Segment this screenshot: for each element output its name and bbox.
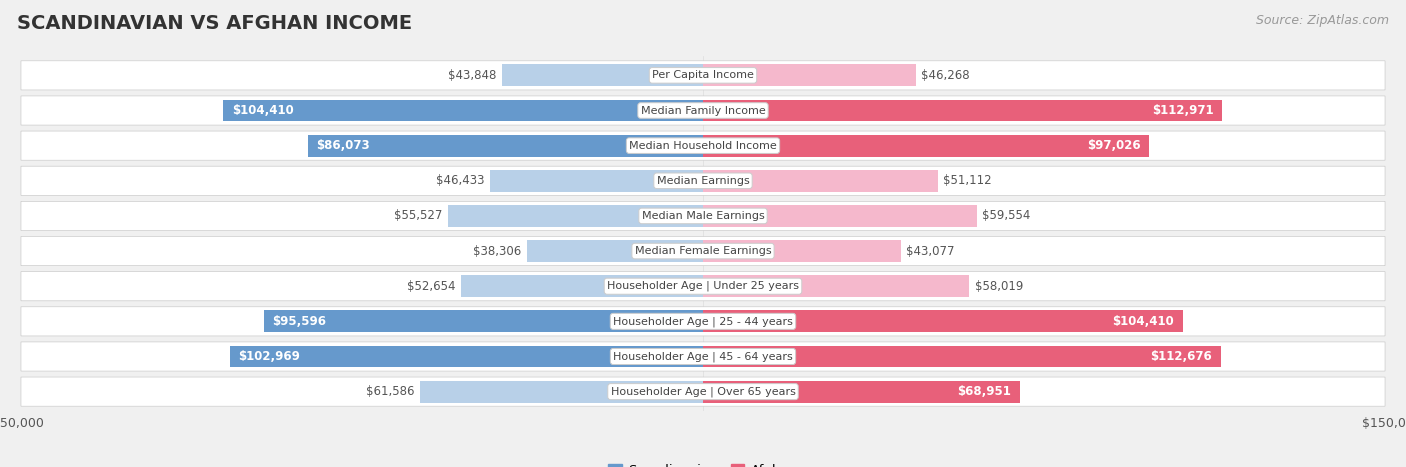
Bar xyxy=(703,64,915,86)
Text: $59,554: $59,554 xyxy=(981,209,1031,222)
Legend: Scandinavian, Afghan: Scandinavian, Afghan xyxy=(603,459,803,467)
FancyBboxPatch shape xyxy=(21,131,1385,160)
Text: $95,596: $95,596 xyxy=(273,315,326,328)
FancyBboxPatch shape xyxy=(21,236,1385,266)
Text: $102,969: $102,969 xyxy=(239,350,301,363)
Bar xyxy=(308,135,703,156)
Bar xyxy=(224,99,703,121)
FancyBboxPatch shape xyxy=(21,201,1385,231)
Text: Median Household Income: Median Household Income xyxy=(628,141,778,151)
Text: Householder Age | Under 25 years: Householder Age | Under 25 years xyxy=(607,281,799,291)
Bar xyxy=(703,346,1220,368)
Text: $58,019: $58,019 xyxy=(974,280,1024,293)
Text: $38,306: $38,306 xyxy=(474,245,522,258)
Bar xyxy=(264,311,703,332)
FancyBboxPatch shape xyxy=(21,307,1385,336)
Bar xyxy=(703,240,901,262)
Bar xyxy=(703,135,1149,156)
FancyBboxPatch shape xyxy=(21,96,1385,125)
Text: $112,676: $112,676 xyxy=(1150,350,1212,363)
Text: Source: ZipAtlas.com: Source: ZipAtlas.com xyxy=(1256,14,1389,27)
Text: $61,586: $61,586 xyxy=(366,385,415,398)
FancyBboxPatch shape xyxy=(21,166,1385,195)
Bar xyxy=(703,381,1019,403)
Bar xyxy=(703,311,1182,332)
FancyBboxPatch shape xyxy=(21,61,1385,90)
Bar xyxy=(703,205,977,227)
Text: $68,951: $68,951 xyxy=(957,385,1011,398)
Bar xyxy=(703,99,1222,121)
Text: Householder Age | 25 - 44 years: Householder Age | 25 - 44 years xyxy=(613,316,793,326)
Bar xyxy=(703,276,970,297)
Text: $43,848: $43,848 xyxy=(447,69,496,82)
Text: Householder Age | Over 65 years: Householder Age | Over 65 years xyxy=(610,386,796,397)
Text: Median Family Income: Median Family Income xyxy=(641,106,765,115)
Text: $104,410: $104,410 xyxy=(1112,315,1174,328)
Text: $86,073: $86,073 xyxy=(316,139,370,152)
FancyBboxPatch shape xyxy=(21,272,1385,301)
Bar xyxy=(703,170,938,191)
Bar xyxy=(527,240,703,262)
Bar xyxy=(489,170,703,191)
Text: $51,112: $51,112 xyxy=(943,174,991,187)
Text: $55,527: $55,527 xyxy=(394,209,443,222)
Text: Median Earnings: Median Earnings xyxy=(657,176,749,186)
Text: Per Capita Income: Per Capita Income xyxy=(652,71,754,80)
Text: $46,433: $46,433 xyxy=(436,174,484,187)
Text: $97,026: $97,026 xyxy=(1087,139,1140,152)
Text: SCANDINAVIAN VS AFGHAN INCOME: SCANDINAVIAN VS AFGHAN INCOME xyxy=(17,14,412,33)
Text: $112,971: $112,971 xyxy=(1152,104,1213,117)
Text: $52,654: $52,654 xyxy=(408,280,456,293)
FancyBboxPatch shape xyxy=(21,342,1385,371)
Text: $46,268: $46,268 xyxy=(921,69,970,82)
Bar xyxy=(449,205,703,227)
Text: Median Female Earnings: Median Female Earnings xyxy=(634,246,772,256)
Text: Median Male Earnings: Median Male Earnings xyxy=(641,211,765,221)
Bar xyxy=(502,64,703,86)
FancyBboxPatch shape xyxy=(21,377,1385,406)
Bar xyxy=(420,381,703,403)
Text: $43,077: $43,077 xyxy=(907,245,955,258)
Bar xyxy=(231,346,703,368)
Text: $104,410: $104,410 xyxy=(232,104,294,117)
Bar xyxy=(461,276,703,297)
Text: Householder Age | 45 - 64 years: Householder Age | 45 - 64 years xyxy=(613,351,793,362)
